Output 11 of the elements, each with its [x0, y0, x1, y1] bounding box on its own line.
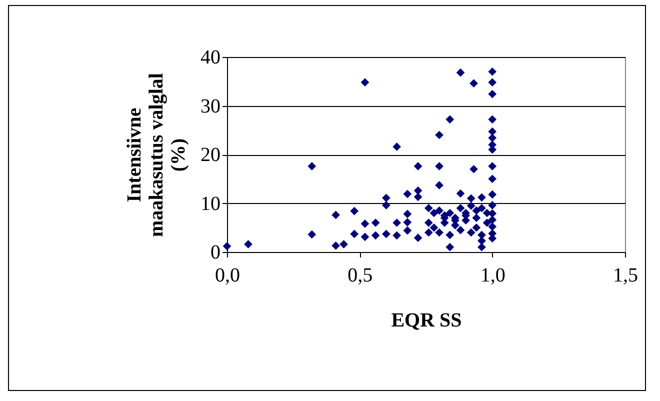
y-tick-label: 30 — [200, 95, 220, 118]
x-tick-label: 0,0 — [215, 264, 240, 286]
y-tick-label: 10 — [200, 192, 220, 215]
y-tick-label: 20 — [200, 144, 220, 166]
y-axis-title: Intensiivne maakasutus valglal (%) — [124, 72, 190, 237]
y-tick-label: 40 — [200, 46, 220, 68]
x-axis-title: EQR SS — [391, 310, 462, 332]
x-tick-label: 1,5 — [613, 264, 638, 286]
x-tick-label: 1,0 — [480, 264, 506, 286]
x-tick-label: 0,5 — [348, 264, 373, 286]
y-tick-label: 0 — [210, 242, 220, 264]
